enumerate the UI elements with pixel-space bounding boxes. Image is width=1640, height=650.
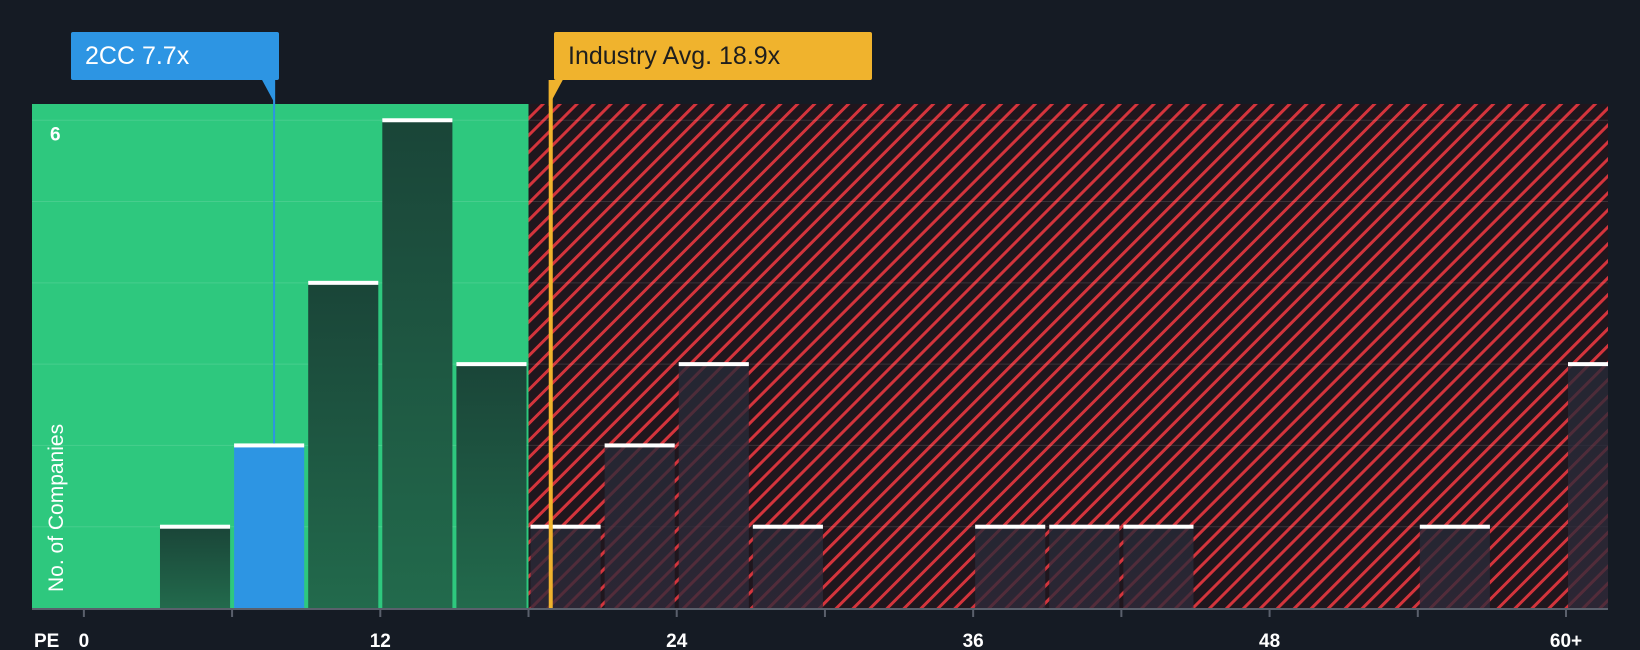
industry-average-line	[548, 80, 553, 608]
x-tick-label: 36	[963, 631, 984, 650]
histogram-bar-top	[1419, 524, 1490, 529]
histogram-bar-top	[975, 524, 1046, 529]
histogram-bar-top	[1568, 362, 1608, 367]
histogram-bar-top	[382, 118, 453, 123]
histogram-bar-top	[1123, 524, 1194, 529]
x-tick-label: 0	[79, 631, 90, 650]
histogram-bar-top	[159, 524, 231, 529]
industry-average-callout: Industry Avg. 18.9x	[554, 32, 872, 80]
histogram-bar	[456, 364, 527, 608]
histogram-bar	[308, 282, 379, 608]
histogram-bar-top	[234, 443, 305, 448]
histogram-bar-top	[1049, 524, 1120, 529]
histogram-bar-top	[456, 362, 527, 367]
x-axis-label: PE	[34, 631, 59, 650]
histogram-bar	[1049, 526, 1120, 608]
histogram-bar-top	[752, 524, 823, 529]
industry-callout-pointer	[548, 80, 563, 106]
histogram-bar	[1568, 364, 1608, 608]
x-tick-label: 24	[666, 631, 688, 650]
histogram-bar-top	[308, 280, 379, 285]
histogram-bar	[678, 364, 749, 608]
x-tick-label: 12	[370, 631, 391, 650]
x-tick-label: 60+	[1550, 631, 1582, 650]
histogram-bar	[604, 445, 675, 608]
histogram-bar	[1123, 526, 1194, 608]
y-axis-label: No. of Companies	[45, 424, 68, 592]
histogram-bar	[530, 526, 601, 608]
histogram-bar-top	[604, 443, 675, 448]
company-pe-callout: 2CC 7.7x	[71, 32, 279, 80]
histogram-bar	[752, 526, 823, 608]
y-tick-label: 6	[50, 124, 61, 145]
histogram-bar	[234, 445, 305, 608]
histogram-bar-top	[530, 524, 601, 529]
histogram-bar-top	[678, 362, 749, 367]
histogram-bar	[159, 526, 231, 608]
histogram-bar	[1419, 526, 1490, 608]
histogram-bar	[975, 526, 1046, 608]
histogram-bar	[382, 120, 453, 609]
x-tick-label: 48	[1259, 631, 1280, 650]
company-callout-pointer	[262, 80, 276, 104]
